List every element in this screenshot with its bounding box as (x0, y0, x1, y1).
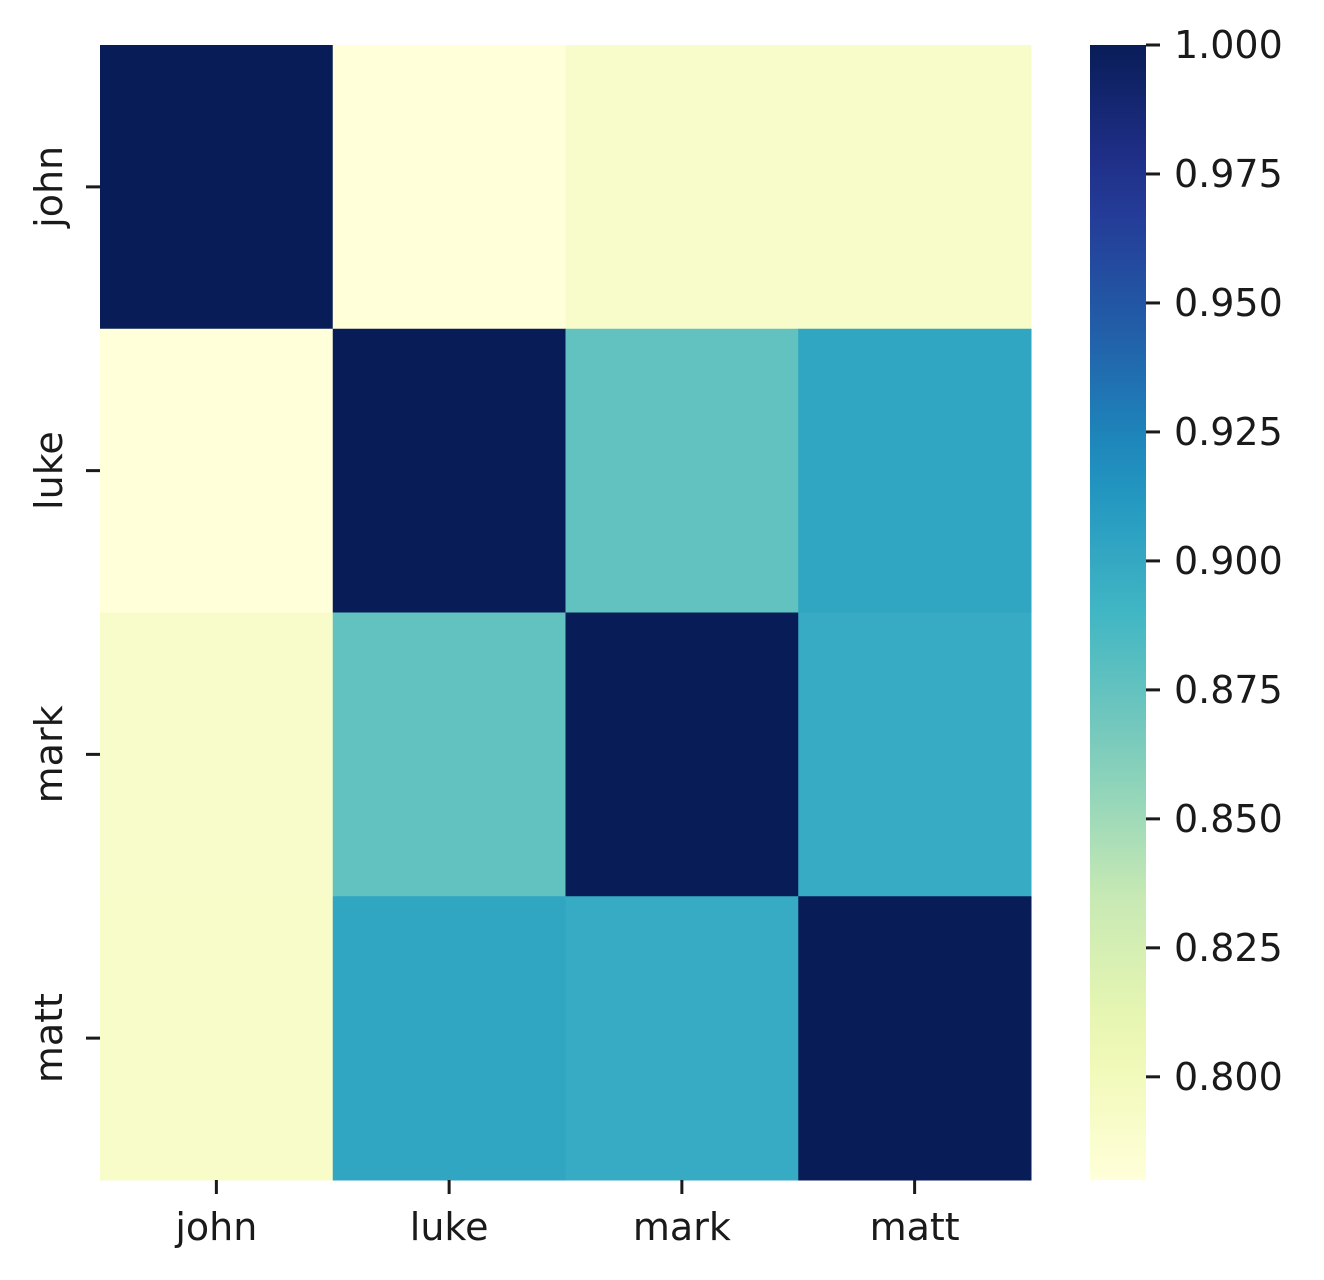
heatmap-cell-john-matt (798, 45, 1032, 330)
heatmap-cell-mark-matt (798, 612, 1032, 897)
colorbar-tick-label: 0.975 (1174, 152, 1283, 196)
heatmap-cell-matt-luke (332, 896, 566, 1181)
x-tick-label: luke (410, 1205, 489, 1249)
colorbar-tick-label: 0.875 (1174, 668, 1283, 712)
heatmap-cell-mark-luke (332, 612, 566, 897)
colorbar-tick-label: 1.000 (1174, 23, 1283, 67)
heatmap-cell-matt-john (100, 896, 334, 1181)
heatmap-cell-mark-john (100, 612, 334, 897)
heatmap-cell-mark-mark (565, 612, 799, 897)
y-tick-label: luke (27, 431, 71, 510)
colorbar-tick-label: 0.925 (1174, 410, 1283, 454)
heatmap-cell-matt-matt (798, 896, 1032, 1181)
colorbar-tick-label: 0.950 (1174, 281, 1283, 325)
heatmap-cells (100, 45, 1032, 1181)
y-tick-label: matt (27, 993, 71, 1083)
heatmap-cell-luke-john (100, 328, 334, 613)
heatmap-cell-john-mark (565, 45, 799, 330)
y-tick-label: mark (27, 705, 71, 803)
colorbar-tick-label: 0.800 (1174, 1055, 1283, 1099)
colorbar-tick-label: 0.900 (1174, 539, 1283, 583)
heatmap-cell-luke-mark (565, 328, 799, 613)
colorbar-tick-label: 0.850 (1174, 797, 1283, 841)
heatmap-cell-john-john (100, 45, 334, 330)
colorbar: 0.800 0.825 0.850 0.875 0.900 0.925 0.950 0.975… (1090, 23, 1283, 1180)
heatmap-cell-luke-matt (798, 328, 1032, 613)
colorbar-gradient (1090, 45, 1146, 1180)
heatmap-cell-luke-luke (332, 328, 566, 613)
y-tick-label: john (27, 146, 71, 229)
heatmap-cell-matt-mark (565, 896, 799, 1181)
x-tick-label: matt (870, 1205, 960, 1249)
y-axis: john luke mark matt (27, 146, 100, 1083)
x-axis: john luke mark matt (174, 1180, 960, 1249)
x-tick-label: john (174, 1205, 257, 1249)
heatmap-cell-john-luke (332, 45, 566, 330)
x-tick-label: mark (633, 1205, 731, 1249)
colorbar-tick-label: 0.825 (1174, 926, 1283, 970)
